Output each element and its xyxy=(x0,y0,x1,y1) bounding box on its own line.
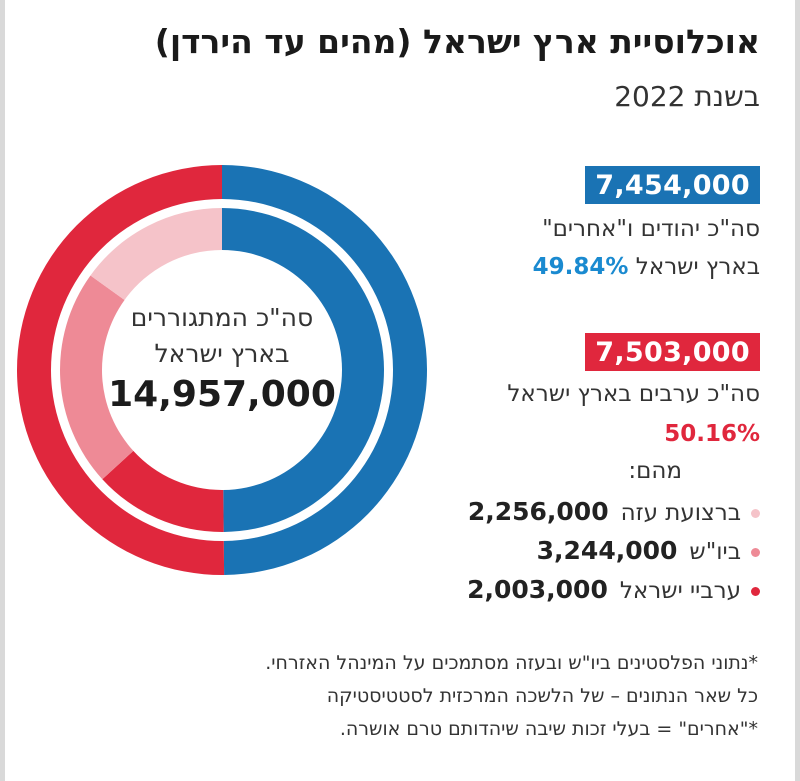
arabs-value-box: 7,503,000 xyxy=(585,333,760,371)
inner-ring-slice-1 xyxy=(102,450,224,532)
jews-value-row: 7,454,000 xyxy=(585,166,760,204)
donut-center-label: סה"כ המתגוררים בארץ ישראל 14,957,000 xyxy=(62,300,382,418)
arabs-percent-row: 50.16% xyxy=(664,421,760,447)
israeli-arabs-legend-dot xyxy=(751,587,760,596)
inner-ring-slice-2 xyxy=(59,275,134,480)
israeli-arabs-value: 2,003,000 xyxy=(467,575,608,604)
arabs-value-row: 7,503,000 xyxy=(585,333,760,371)
center-label-line2: בארץ ישראל xyxy=(154,339,290,368)
arabs-label: סה"כ ערבים בארץ ישראל xyxy=(507,381,760,407)
judea-samaria-legend-dot xyxy=(751,548,760,557)
breakdown-item-judea-samaria: ביו"ש 3,244,000 xyxy=(537,536,760,565)
judea-samaria-label: ביו"ש xyxy=(689,539,741,565)
outer-ring-slice-1 xyxy=(17,165,225,575)
arabs-percent: 50.16% xyxy=(664,421,760,447)
footnote-source-cbs: כל שאר הנתונים – של הלשכה המרכזית לסטטיס… xyxy=(326,685,758,707)
page-title: אוכלוסיית ארץ ישראל (מהים עד הירדן) xyxy=(154,22,760,61)
jews-label: סה"כ יהודים ו"אחרים" xyxy=(542,216,760,242)
of-which-label: מהם: xyxy=(628,458,682,484)
inner-ring-slice-3 xyxy=(90,208,223,300)
jews-percent: 49.84% xyxy=(532,254,629,280)
outer-ring-slice-0 xyxy=(222,165,428,575)
center-total-value: 14,957,000 xyxy=(108,374,336,415)
footnote-source-palestinians: *נתוני הפלסטינים ביו"ש ובעזה מסתמכים על … xyxy=(265,652,758,674)
jews-label-location: בארץ ישראל xyxy=(635,254,760,280)
gaza-legend-dot xyxy=(751,509,760,518)
israeli-arabs-label: ערביי ישראל xyxy=(619,578,741,604)
breakdown-item-israeli-arabs: ערביי ישראל 2,003,000 xyxy=(467,575,760,604)
breakdown-item-gaza: ברצועת עזה 2,256,000 xyxy=(468,497,760,526)
population-donut-chart xyxy=(17,165,428,575)
gaza-label: ברצועת עזה xyxy=(620,500,741,526)
center-label-line1: סה"כ המתגוררים xyxy=(130,303,314,332)
judea-samaria-value: 3,244,000 xyxy=(536,536,678,565)
page-subtitle: בשנת 2022 xyxy=(614,80,760,113)
jews-label-row2: בארץ ישראל 49.84% xyxy=(533,254,760,280)
footnote-others-definition: *"אחרים" = בעלי זכות שיבה שיהדותם טרם או… xyxy=(339,718,758,740)
jews-value-box: 7,454,000 xyxy=(585,166,760,204)
inner-ring-slice-0 xyxy=(222,208,385,532)
gaza-value: 2,256,000 xyxy=(467,497,609,526)
